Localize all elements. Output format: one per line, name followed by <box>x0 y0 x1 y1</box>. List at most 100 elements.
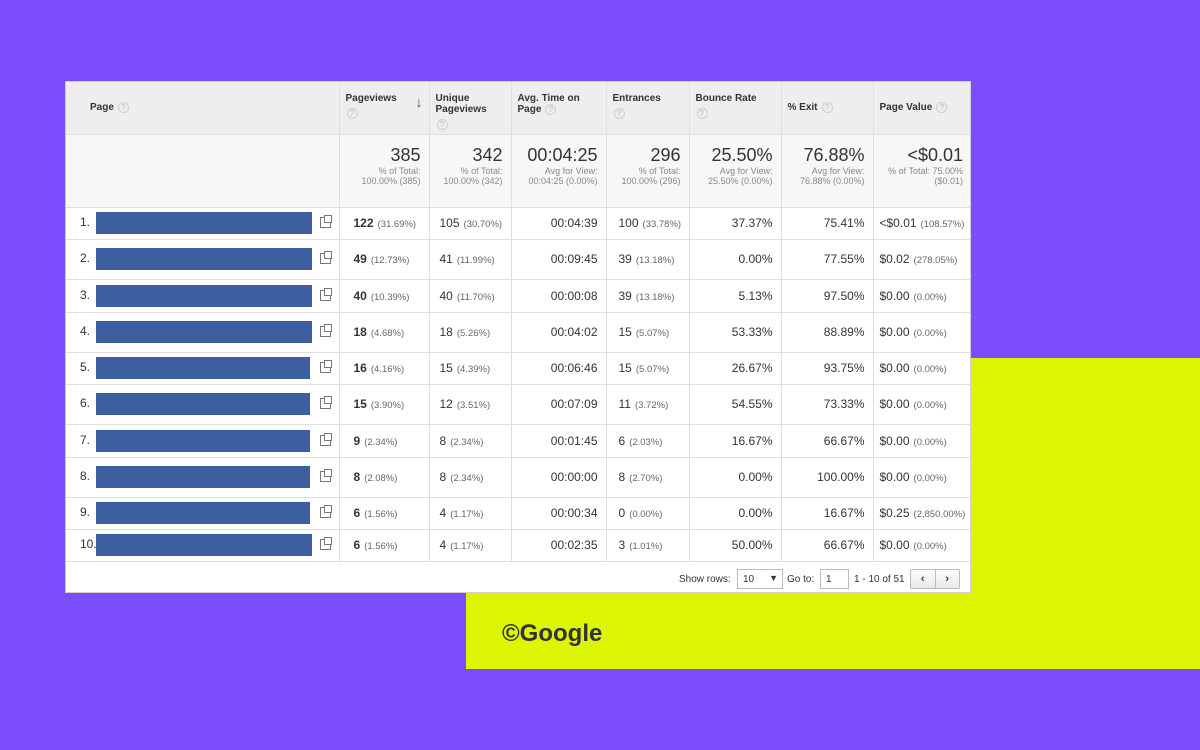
col-header-page-value[interactable]: Page Value? <box>873 82 970 135</box>
open-external-icon[interactable] <box>319 537 332 550</box>
pageviews-cell: 6 (1.56%) <box>339 529 430 562</box>
page-cell[interactable]: 9. <box>66 497 340 530</box>
help-icon[interactable]: ? <box>117 102 129 113</box>
page-cell[interactable]: 10. <box>66 529 340 562</box>
help-icon[interactable]: ? <box>436 119 448 130</box>
page-cell[interactable]: 6. <box>66 384 340 425</box>
unique-pageviews-cell: 40 (11.70%) <box>429 279 512 313</box>
table-row[interactable]: 10. 6 (1.56%) 4 (1.17%) 00:02:35 3 (1.01%) 50.00… <box>66 529 970 562</box>
open-external-icon[interactable] <box>319 505 332 518</box>
entrances-cell: 15 (5.07%) <box>606 312 690 353</box>
total-avg-time: 00:04:25 Avg for View: 00:04:25 (0.00%) <box>511 134 607 208</box>
avg-time-cell: 00:01:45 <box>511 424 607 458</box>
bounce-rate-cell: 50.00% <box>689 529 782 562</box>
table-row[interactable]: 3. 40 (10.39%) 40 (11.70%) 00:00:08 39 (13.18%)… <box>66 279 970 313</box>
bounce-rate-cell: 26.67% <box>689 352 782 385</box>
page-cell[interactable]: 7. <box>66 424 340 458</box>
next-page-button[interactable]: › <box>945 573 950 585</box>
col-header-avg-time-on-page[interactable]: Avg. Time on Page? <box>511 82 607 135</box>
help-icon[interactable]: ? <box>821 102 833 113</box>
help-icon[interactable]: ? <box>936 102 948 113</box>
unique-pageviews-cell: 4 (1.17%) <box>429 497 512 530</box>
page-cell[interactable]: 1. <box>66 207 340 240</box>
exit-cell: 75.41% <box>781 207 874 240</box>
redacted-page-link[interactable] <box>96 284 312 307</box>
dropdown-caret-icon: ▼ <box>769 573 778 583</box>
unique-pageviews-cell: 8 (2.34%) <box>429 457 512 498</box>
help-icon[interactable]: ? <box>545 104 557 115</box>
help-icon[interactable]: ? <box>346 108 358 119</box>
redacted-page-link[interactable] <box>96 502 310 524</box>
redacted-page-link[interactable] <box>96 248 312 270</box>
help-icon[interactable]: ? <box>613 108 625 119</box>
open-external-icon[interactable] <box>319 432 332 446</box>
redacted-page-link[interactable] <box>96 534 312 556</box>
total-exit: 76.88% Avg for View: 76.88% (0.00%) <box>781 134 874 208</box>
redacted-page-link[interactable] <box>96 429 310 452</box>
exit-cell: 73.33% <box>781 384 874 425</box>
prev-page-button[interactable]: ‹ <box>911 570 936 588</box>
col-header-bounce-rate[interactable]: Bounce Rate? <box>689 82 782 135</box>
totals-row: 385% of Total: 100.00% (385) 342% of Tot… <box>66 134 970 208</box>
page-cell[interactable]: 4. <box>66 312 340 353</box>
page-value-cell: $0.00 (0.00%) <box>873 279 970 313</box>
page-cell[interactable]: 8. <box>66 457 340 498</box>
page-value-cell: $0.00 (0.00%) <box>873 352 970 385</box>
pageviews-cell: 49 (12.73%) <box>339 239 430 280</box>
open-external-icon[interactable] <box>319 324 332 337</box>
table-row[interactable]: 2. 49 (12.73%) 41 (11.99%) 00:09:45 39 (13.18%)… <box>66 239 970 280</box>
table-row[interactable]: 9. 6 (1.56%) 4 (1.17%) 00:00:34 0 (0.00%) 0.00% 1… <box>66 497 970 530</box>
entrances-cell: 100 (33.78%) <box>606 207 690 240</box>
page-cell[interactable]: 2. <box>66 239 340 280</box>
table-row[interactable]: 4. 18 (4.68%) 18 (5.26%) 00:04:02 15 (5.07%) 53.… <box>66 312 970 353</box>
pageviews-cell: 6 (1.56%) <box>339 497 430 530</box>
page-cell[interactable]: 3. <box>66 279 340 313</box>
table-row[interactable]: 7. 9 (2.34%) 8 (2.34%) 00:01:45 6 (2.03%) 16.67%… <box>66 424 970 458</box>
redacted-page-link[interactable] <box>96 357 310 379</box>
open-external-icon[interactable] <box>319 396 332 409</box>
avg-time-cell: 00:06:46 <box>511 352 607 385</box>
pageviews-cell: 16 (4.16%) <box>339 352 430 385</box>
open-external-icon[interactable] <box>319 215 332 228</box>
sort-descending-icon[interactable]: ↓ <box>415 94 423 110</box>
row-number: 3. <box>80 287 91 302</box>
row-number: 9. <box>80 505 91 520</box>
totals-blank-cell <box>66 134 340 208</box>
redacted-page-link[interactable] <box>96 466 310 488</box>
pageviews-cell: 9 (2.34%) <box>339 424 430 458</box>
bounce-rate-cell: 54.55% <box>689 384 782 425</box>
pageviews-cell: 15 (3.90%) <box>339 384 430 425</box>
pageviews-cell: 18 (4.68%) <box>339 312 430 353</box>
page-value-cell: $0.00 (0.00%) <box>873 457 970 498</box>
table-row[interactable]: 5. 16 (4.16%) 15 (4.39%) 00:06:46 15 (5.07%) 26.… <box>66 352 970 385</box>
row-number: 8. <box>80 469 91 484</box>
open-external-icon[interactable] <box>319 360 332 373</box>
open-external-icon[interactable] <box>319 469 332 482</box>
col-header-page[interactable]: Page? <box>66 82 340 135</box>
show-rows-select[interactable]: 10 ▼ <box>737 569 783 589</box>
unique-pageviews-cell: 4 (1.17%) <box>429 529 512 562</box>
page-cell[interactable]: 5. <box>66 352 340 385</box>
table-row[interactable]: 8. 8 (2.08%) 8 (2.34%) 00:00:00 8 (2.70%) 0.00% 1… <box>66 457 970 498</box>
exit-cell: 77.55% <box>781 239 874 280</box>
open-external-icon[interactable] <box>319 287 332 301</box>
table-row[interactable]: 1. 122 (31.69%) 105 (30.70%) 00:04:39 100 (33.7… <box>66 207 970 240</box>
row-number: 4. <box>80 324 91 339</box>
entrances-cell: 39 (13.18%) <box>606 239 690 280</box>
col-header-exit[interactable]: % Exit? <box>781 82 874 135</box>
redacted-page-link[interactable] <box>96 393 310 415</box>
goto-input[interactable]: 1 <box>820 569 849 589</box>
table-row[interactable]: 6. 15 (3.90%) 12 (3.51%) 00:07:09 11 (3.72%) 54.… <box>66 384 970 425</box>
col-header-pageviews[interactable]: ↓ Pageviews? <box>339 82 430 135</box>
avg-time-cell: 00:00:08 <box>511 279 607 313</box>
exit-cell: 100.00% <box>781 457 874 498</box>
open-external-icon[interactable] <box>319 251 332 264</box>
col-header-unique-pageviews[interactable]: Unique Pageviews? <box>429 82 512 135</box>
page-value-cell: $0.00 (0.00%) <box>873 384 970 425</box>
help-icon[interactable]: ? <box>696 108 708 119</box>
redacted-page-link[interactable] <box>96 212 312 234</box>
exit-cell: 93.75% <box>781 352 874 385</box>
col-header-entrances[interactable]: Entrances? <box>606 82 690 135</box>
avg-time-cell: 00:00:34 <box>511 497 607 530</box>
redacted-page-link[interactable] <box>96 321 312 343</box>
